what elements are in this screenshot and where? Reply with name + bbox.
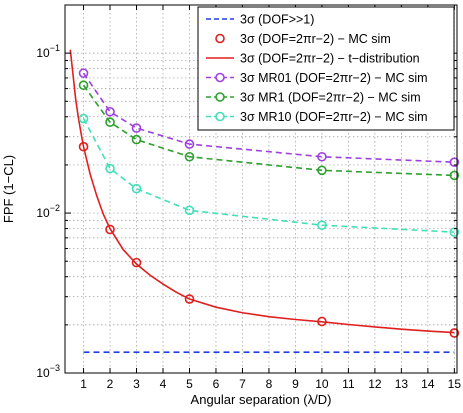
legend-label: 3σ MR10 (DOF=2πr−2) − MC sim: [240, 110, 428, 124]
legend-label: 3σ (DOF=2πr−2) − MC sim: [240, 32, 391, 46]
legend: 3σ (DOF>>1) 3σ (DOF=2πr−2) − MC sim 3σ (DO…: [197, 6, 455, 131]
x-tick-label: 5: [186, 377, 193, 391]
series-line: [82, 72, 455, 163]
x-tick-label: 3: [133, 377, 140, 391]
legend-item: 3σ MR10 (DOF=2πr−2) − MC sim: [206, 110, 428, 124]
plot-frame: [64, 4, 458, 374]
legend-item: 3σ (DOF>>1): [206, 13, 314, 27]
y-tick-exponent: −3: [50, 363, 60, 373]
data-point: [317, 165, 327, 176]
x-tick-label: 15: [448, 377, 462, 391]
x-axis-label: Angular separation (λ/D): [191, 392, 332, 407]
data-point: [449, 157, 460, 168]
data-point: [105, 117, 115, 128]
data-point: [184, 151, 195, 162]
legend-swatch-marker: [215, 72, 225, 83]
data-point: [449, 170, 460, 181]
series-3: [78, 68, 460, 168]
y-tick-base: 10: [36, 46, 50, 60]
data-point: [105, 224, 115, 235]
data-point: [184, 139, 195, 149]
y-tick-label: 10−2: [36, 203, 60, 220]
legend-item: 3σ MR1 (DOF=2πr−2) − MC sim: [206, 91, 421, 105]
y-tick-base: 10: [36, 206, 50, 220]
data-point: [131, 134, 142, 145]
series-curve: [69, 49, 455, 334]
data-point: [184, 205, 195, 216]
legend-label: 3σ (DOF=2πr−2) − t−distribution: [240, 52, 420, 66]
x-tick-label: 11: [342, 377, 355, 391]
data-point: [131, 123, 142, 133]
legend-label: 3σ MR1 (DOF=2πr−2) − MC sim: [240, 91, 421, 105]
data-point: [78, 68, 89, 78]
legend-item: 3σ MR01 (DOF=2πr−2) − MC sim: [206, 71, 428, 85]
data-point: [105, 106, 115, 117]
data-point: [131, 183, 142, 194]
data-point: [184, 294, 195, 304]
series-4: [78, 80, 460, 181]
x-tick-label: 10: [315, 377, 329, 391]
data-point: [105, 163, 115, 174]
data-point: [131, 257, 142, 268]
data-point: [78, 80, 89, 91]
x-tick-label: 7: [239, 377, 246, 391]
y-tick-exponent: −2: [50, 203, 60, 213]
legend-swatch-marker: [215, 111, 225, 122]
x-tick-label: 13: [395, 377, 409, 391]
x-tick-label: 9: [292, 377, 299, 391]
legend-label: 3σ (DOF>>1): [240, 13, 314, 27]
x-tick-label: 6: [213, 377, 220, 391]
x-tick-label: 1: [80, 377, 87, 391]
x-tick-label: 12: [368, 377, 382, 391]
y-tick-label: 10−3: [36, 363, 60, 380]
series-line: [82, 84, 455, 177]
y-tick-base: 10: [36, 366, 50, 380]
legend-swatch-marker: [215, 33, 225, 44]
legend-item: 3σ (DOF=2πr−2) − t−distribution: [206, 52, 420, 66]
x-tick-label: 4: [160, 377, 167, 391]
legend-label: 3σ MR01 (DOF=2πr−2) − MC sim: [240, 71, 428, 85]
x-tick-label: 8: [266, 377, 273, 391]
series-line: [82, 118, 455, 233]
legend-item: 3σ (DOF=2πr−2) − MC sim: [215, 32, 391, 46]
x-tick-label: 2: [107, 377, 114, 391]
data-point: [78, 113, 89, 124]
series-2: [69, 49, 455, 334]
y-axis-label: FPF (1−CL): [1, 155, 16, 223]
legend-swatch-marker: [215, 92, 225, 102]
x-tick-label: 14: [421, 377, 435, 391]
y-tick-label: 10−1: [36, 43, 60, 60]
series-layer: [69, 49, 460, 353]
data-point: [317, 151, 327, 162]
legend-box: [197, 6, 455, 131]
y-tick-exponent: −1: [50, 43, 60, 53]
data-point: [317, 220, 327, 230]
